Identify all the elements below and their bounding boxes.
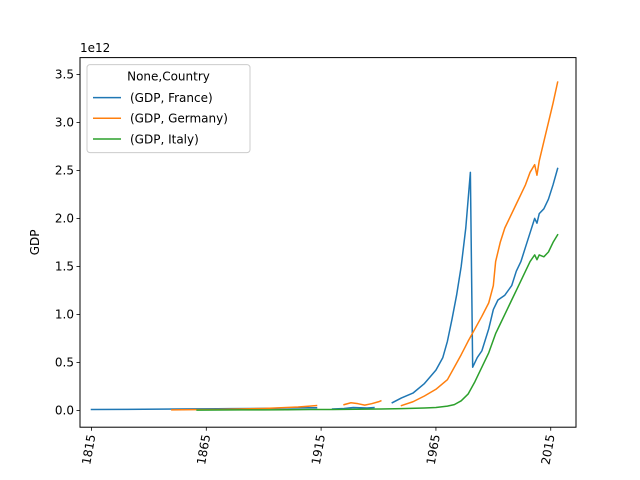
legend-frame [86,64,251,154]
series-2-line-segment-3 [400,81,559,407]
y-tick-label: 1.0 [55,308,74,322]
plot-area [90,81,559,411]
axes-frame [79,57,577,428]
y-tick-label: 3.5 [55,68,74,82]
y-axis-label: GDP [28,230,42,256]
x-tick-label: 2015 [539,433,558,466]
legend-label-1: (GDP, France) [130,91,213,105]
legend-title: None,Country [127,70,210,84]
legend-label-2: (GDP, Germany) [130,112,228,126]
y-tick-label: 2.0 [55,212,74,226]
x-axis: 1815 1865 1915 1965 2015 [79,427,558,466]
x-tick-label: 1865 [194,433,213,466]
y-tick-label: 0.5 [55,356,74,370]
legend: None,Country (GDP, France) (GDP, Germany)… [86,64,251,154]
y-axis: 0.0 0.5 1.0 1.5 2.0 2.5 3.0 3.5 [55,68,80,418]
series-3-line-segment-1 [196,233,559,411]
legend-label-3: (GDP, Italy) [130,132,199,146]
x-tick-label: 1915 [309,433,328,466]
legend-entries: (GDP, France) (GDP, Germany) (GDP, Italy) [93,91,228,146]
y-offset-label: 1e12 [80,41,110,55]
series-1-line-segment-3 [391,167,559,404]
y-tick-label: 1.5 [55,260,74,274]
series-3 [196,233,559,411]
y-tick-label: 0.0 [55,404,74,418]
x-tick-label: 1965 [424,433,443,466]
x-tick-label: 1815 [79,433,98,466]
y-tick-label: 3.0 [55,116,74,130]
y-tick-label: 2.5 [55,164,74,178]
series-2-line-segment-2 [343,399,382,406]
